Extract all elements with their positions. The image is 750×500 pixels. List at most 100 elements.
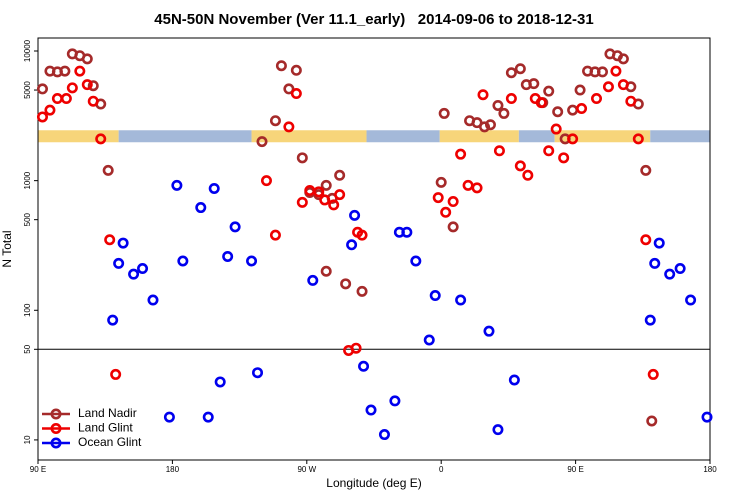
data-point (128, 268, 140, 280)
data-point (514, 63, 526, 75)
surface-band (366, 130, 440, 143)
chart-title: 45N-50N November (Ver 11.1_early) 2014-0… (154, 11, 593, 28)
y-tick-label: 100 (23, 303, 32, 317)
data-point (163, 411, 175, 423)
data-point (66, 82, 78, 94)
data-point (307, 274, 319, 286)
data-point (674, 263, 686, 275)
data-point (358, 360, 370, 372)
data-point (36, 111, 48, 123)
data-point (649, 257, 661, 269)
data-point (471, 182, 483, 194)
surface-band (439, 130, 519, 143)
data-point (552, 106, 564, 118)
data-point (60, 93, 72, 105)
data-point (356, 229, 368, 241)
data-point (567, 104, 579, 116)
data-point (550, 123, 562, 135)
data-point (117, 237, 129, 249)
data-point (640, 164, 652, 176)
surface-band (38, 130, 119, 143)
data-point (596, 66, 608, 78)
legend-label: Ocean Glint (78, 435, 142, 449)
data-point (296, 152, 308, 164)
y-tick-label: 500 (23, 212, 32, 226)
data-point (104, 234, 116, 246)
data-point (36, 83, 48, 95)
data-point (177, 255, 189, 267)
data-point (664, 268, 676, 280)
data-point (522, 169, 534, 181)
data-point (290, 88, 302, 100)
data-point (498, 107, 510, 119)
data-point (74, 65, 86, 77)
data-point (646, 415, 658, 427)
data-point (632, 133, 644, 145)
data-point (701, 411, 713, 423)
data-point (492, 424, 504, 436)
data-point (479, 121, 491, 133)
data-point (505, 93, 517, 105)
legend-marker (50, 422, 62, 434)
data-point (296, 196, 308, 208)
data-point (107, 314, 119, 326)
data-point (429, 290, 441, 302)
data-point (346, 239, 358, 251)
y-tick-label: 50 (23, 344, 32, 353)
data-point (313, 186, 325, 198)
data-point (528, 78, 540, 90)
surface-band (518, 130, 555, 143)
data-point (246, 255, 258, 267)
data-point (640, 234, 652, 246)
data-point (493, 145, 505, 157)
data-point (508, 374, 520, 386)
data-point (389, 395, 401, 407)
data-point (591, 93, 603, 105)
data-point (625, 95, 637, 107)
data-point (543, 85, 555, 97)
plot-frame (37, 37, 711, 461)
data-point (455, 294, 467, 306)
legend-label: Land Nadir (78, 406, 137, 420)
data-point (256, 136, 268, 148)
data-point (87, 95, 99, 107)
data-point (435, 176, 447, 188)
data-point (222, 250, 234, 262)
data-point (320, 265, 332, 277)
data-point (483, 325, 495, 337)
data-point (59, 65, 71, 77)
data-point (208, 182, 220, 194)
data-point (229, 221, 241, 233)
data-point (171, 179, 183, 191)
legend-marker (50, 437, 62, 449)
y-tick-label: 10 (23, 435, 32, 444)
data-point (365, 404, 377, 416)
y-tick-label: 10000 (23, 39, 32, 62)
data-point (81, 53, 93, 65)
data-point (455, 148, 467, 160)
data-point (653, 237, 665, 249)
data-point (252, 367, 264, 379)
data-point (349, 209, 361, 221)
data-point (558, 152, 570, 164)
data-point (447, 221, 459, 233)
surface-band (650, 130, 710, 143)
x-tick-label: 180 (166, 465, 180, 474)
surface-band (251, 130, 367, 143)
data-point (378, 429, 390, 441)
data-point (269, 229, 281, 241)
data-point (328, 199, 340, 211)
data-point (617, 53, 629, 65)
data-point (147, 294, 159, 306)
data-point (432, 192, 444, 204)
data-point (113, 257, 125, 269)
data-point (290, 64, 302, 76)
data-point (492, 99, 504, 111)
data-point (610, 65, 622, 77)
data-point (410, 255, 422, 267)
surface-band (554, 130, 651, 143)
data-point (44, 104, 56, 116)
data-point (214, 376, 226, 388)
data-point (477, 89, 489, 101)
